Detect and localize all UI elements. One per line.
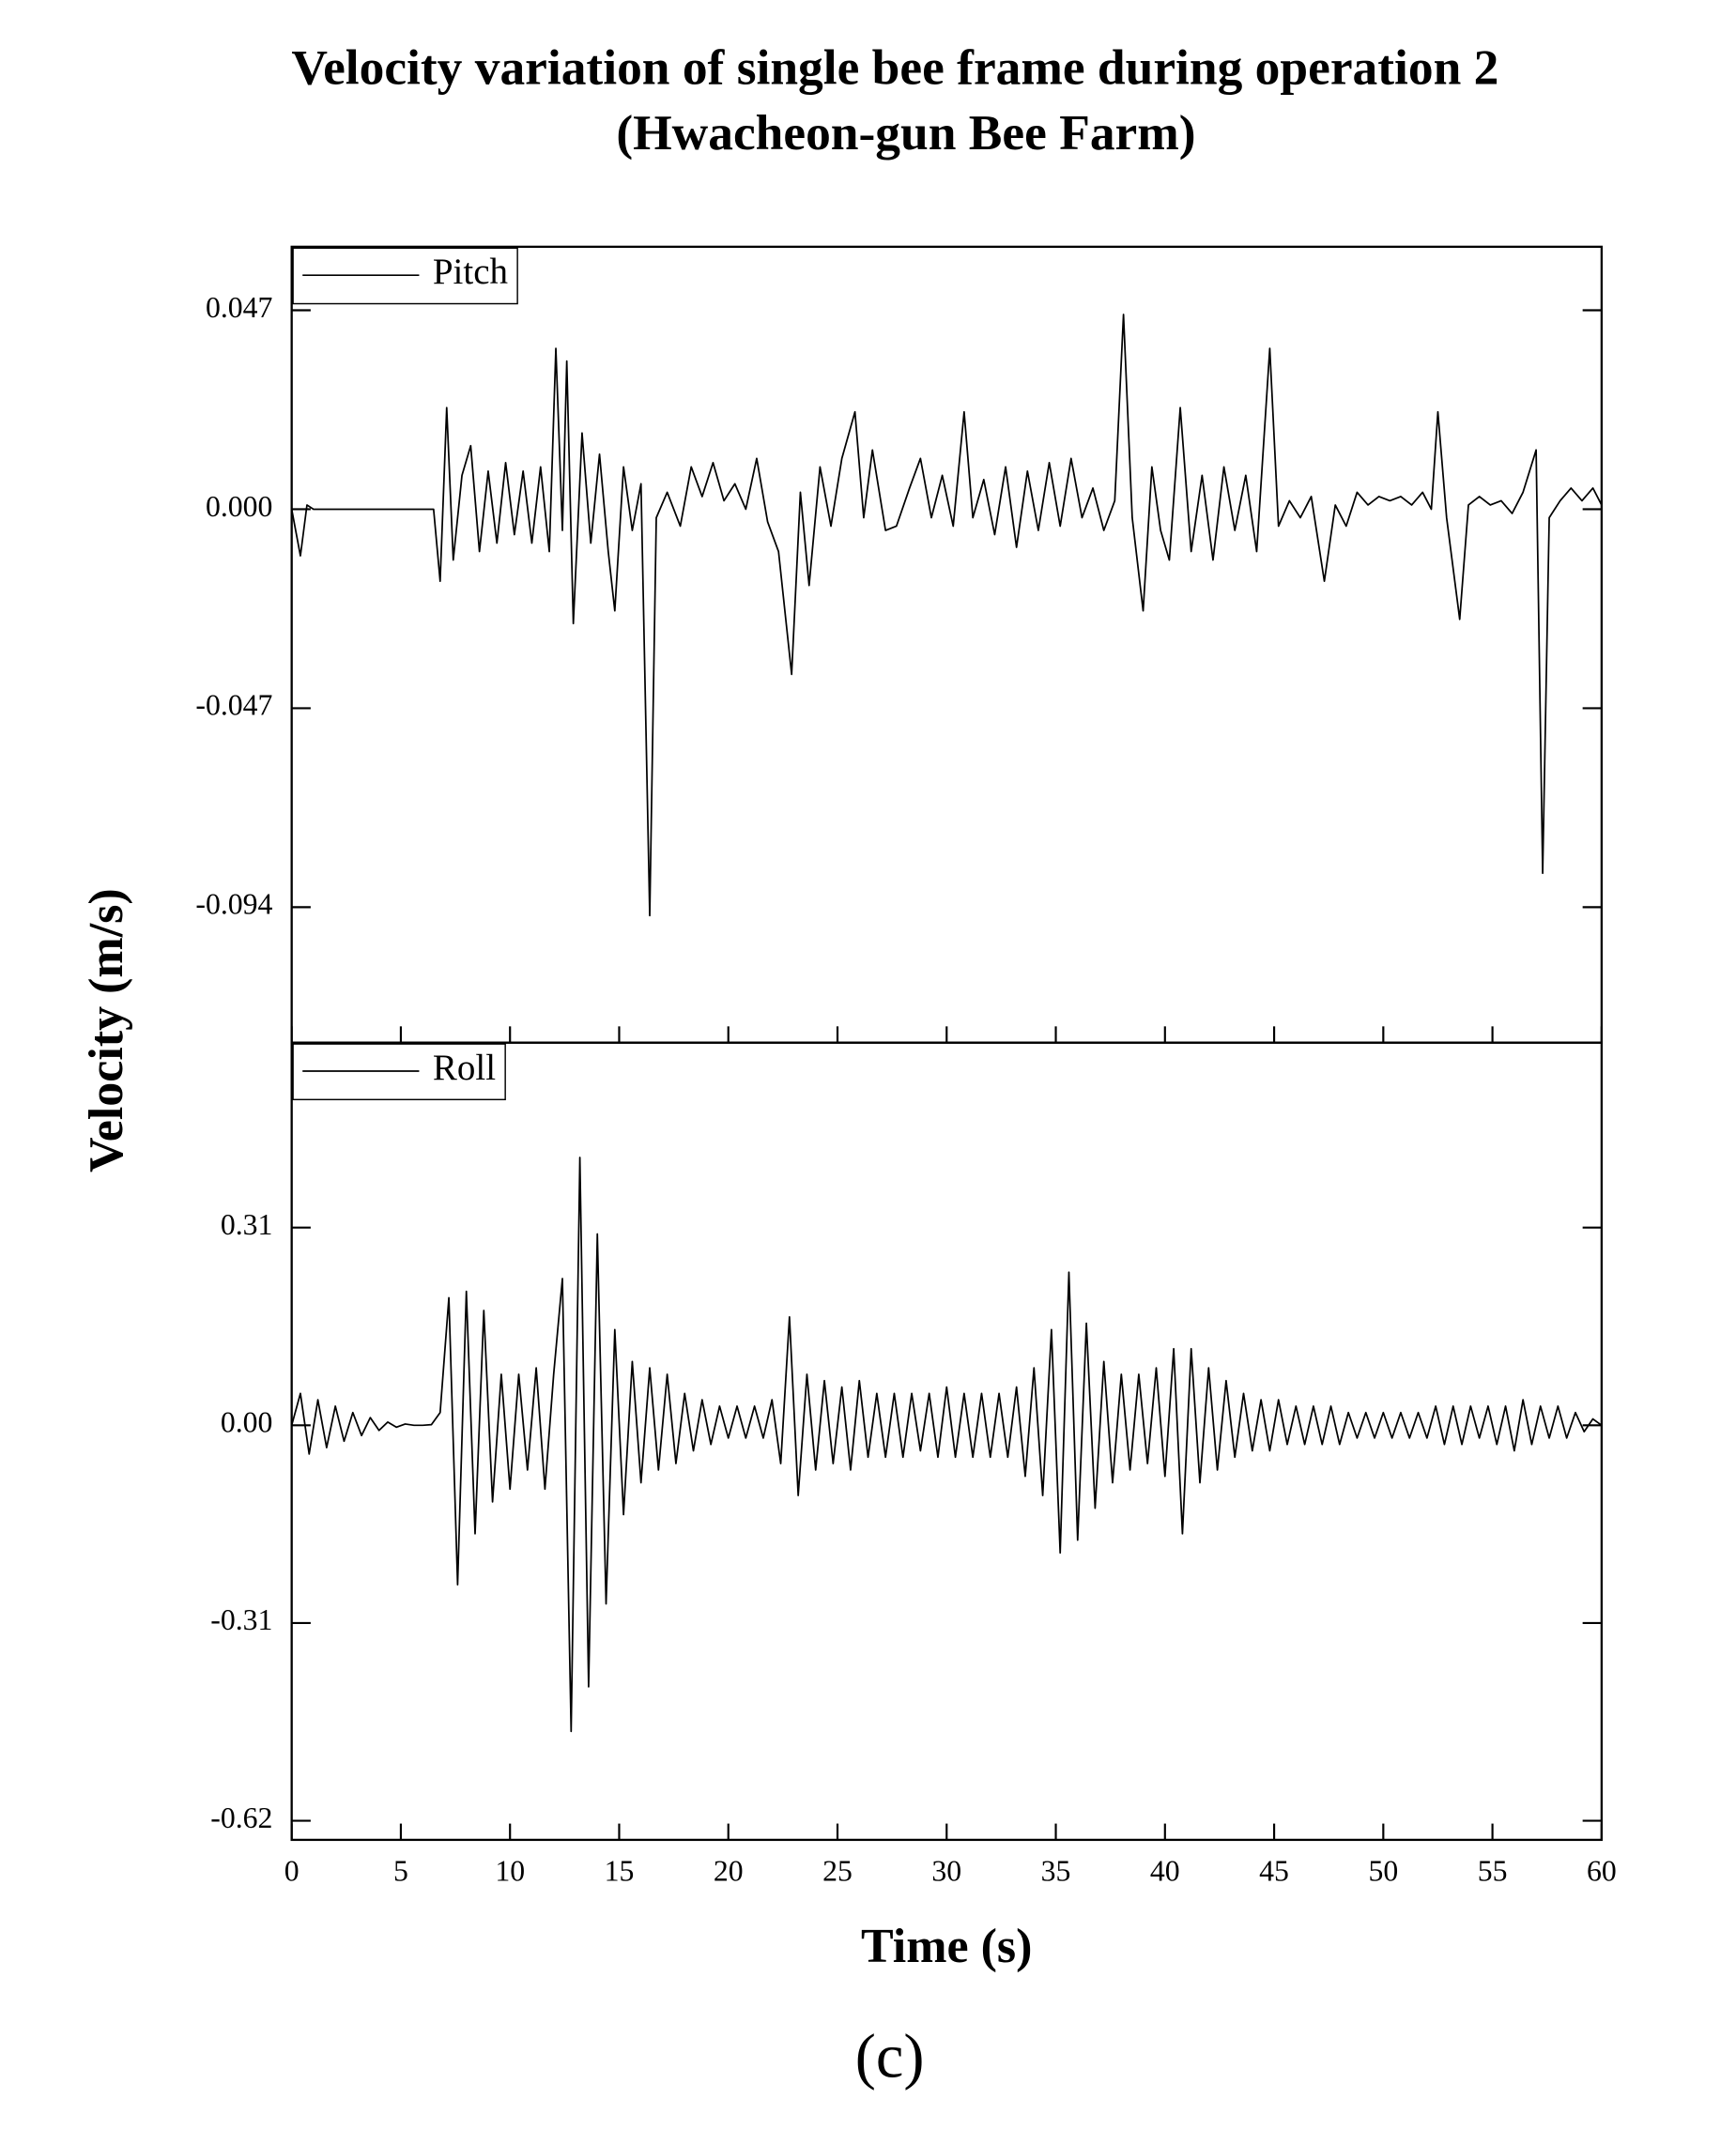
chart-subtitle: (Hwacheon-gun Bee Farm) — [616, 104, 1195, 161]
caption: (c) — [855, 2023, 925, 2092]
chart-title: Velocity variation of single bee frame d… — [291, 39, 1498, 96]
y-tick-label: 0.00 — [221, 1406, 273, 1439]
legend-label: Roll — [433, 1048, 496, 1088]
x-tick-label: 40 — [1150, 1854, 1180, 1887]
x-tick-label: 35 — [1041, 1854, 1071, 1887]
y-tick-label: -0.31 — [210, 1603, 272, 1636]
plot-frame — [290, 1041, 1604, 1842]
x-tick-label: 55 — [1478, 1854, 1508, 1887]
data-line — [290, 1157, 1603, 1733]
x-tick-label: 0 — [284, 1854, 300, 1887]
x-tick-label: 5 — [393, 1854, 408, 1887]
x-tick-label: 30 — [931, 1854, 961, 1887]
x-tick-label: 10 — [495, 1854, 525, 1887]
plot-frame — [290, 245, 1604, 1044]
data-line — [290, 314, 1603, 917]
x-tick-label: 45 — [1259, 1854, 1289, 1887]
x-tick-label: 25 — [822, 1854, 853, 1887]
y-tick-label: -0.094 — [195, 888, 272, 921]
x-tick-label: 60 — [1587, 1854, 1617, 1887]
y-tick-label: -0.62 — [210, 1801, 272, 1834]
y-tick-label: -0.047 — [195, 689, 272, 722]
legend-box — [292, 247, 518, 305]
y-axis-title: Velocity (m/s) — [80, 888, 133, 1172]
x-tick-label: 20 — [714, 1854, 744, 1887]
x-tick-label: 50 — [1368, 1854, 1398, 1887]
y-tick-label: 0.000 — [206, 490, 272, 523]
y-tick-label: 0.047 — [206, 291, 272, 324]
legend-label: Pitch — [433, 252, 508, 292]
legend-box — [292, 1043, 506, 1101]
x-axis-title: Time (s) — [861, 1920, 1032, 1973]
y-tick-label: 0.31 — [221, 1208, 273, 1241]
x-tick-label: 15 — [605, 1854, 635, 1887]
